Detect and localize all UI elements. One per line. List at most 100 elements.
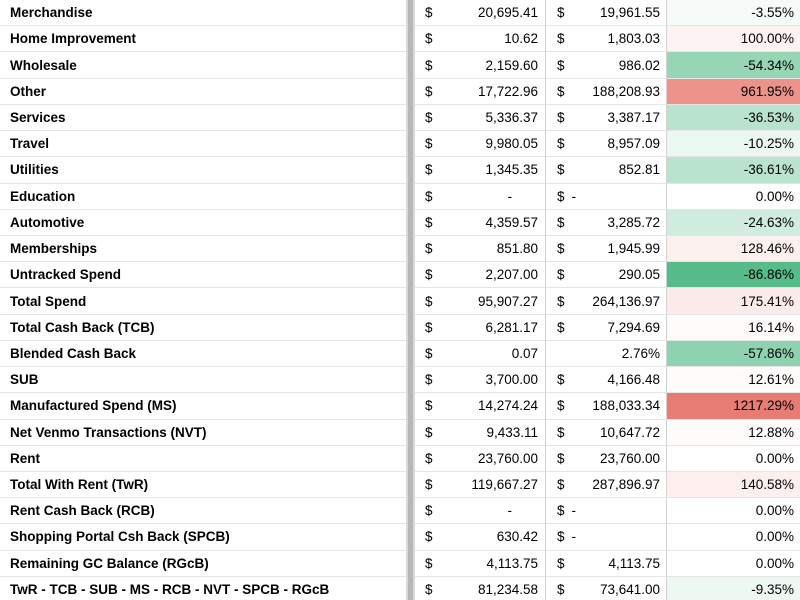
amount-cell-col1[interactable]: $ 3,700.00: [415, 367, 545, 394]
amount-cell-col1[interactable]: $ 95,907.27: [415, 288, 545, 315]
percent-change-cell[interactable]: -3.55%: [666, 0, 800, 27]
percent-change-cell[interactable]: -9.35%: [666, 576, 800, 600]
percent-change-cell[interactable]: 0.00%: [666, 498, 800, 525]
amount-cell-col1[interactable]: $ 4,113.75: [415, 551, 545, 577]
category-cell[interactable]: Manufactured Spend (MS): [0, 393, 406, 420]
amount-cell-col2[interactable]: $ 73,641.00: [545, 576, 666, 600]
amount-cell-col2[interactable]: $ -: [545, 183, 666, 210]
amount-cell-col1[interactable]: $ 0.07: [415, 341, 545, 368]
percent-change-cell[interactable]: -54.34%: [666, 52, 800, 79]
category-cell[interactable]: Utilities: [0, 157, 406, 184]
category-cell[interactable]: Travel: [0, 131, 406, 158]
amount-cell-col2[interactable]: $ 4,113.75: [545, 550, 666, 577]
amount-value: 95,907.27: [477, 293, 538, 309]
percent-change-cell[interactable]: -24.63%: [666, 209, 800, 236]
amount-cell-col1[interactable]: $ 2,159.60: [415, 52, 545, 79]
currency-symbol: $: [425, 450, 433, 466]
amount-cell-col2[interactable]: $ 290.05: [545, 262, 666, 289]
percent-change-cell[interactable]: -36.53%: [666, 104, 800, 132]
category-cell[interactable]: Other: [0, 79, 406, 105]
amount-cell-col1[interactable]: $ 14,274.24: [415, 393, 545, 420]
percent-change-cell[interactable]: 0.00%: [666, 524, 800, 551]
amount-cell-col2[interactable]: 2.76%: [545, 340, 666, 368]
amount-cell-col2[interactable]: $ 4,166.48: [545, 367, 666, 394]
percent-change-cell[interactable]: 100.00%: [666, 26, 800, 53]
amount-cell-col2[interactable]: $ 986.02: [545, 52, 666, 79]
amount-cell-col1[interactable]: $ 4,359.57: [415, 210, 545, 236]
category-cell[interactable]: Memberships: [0, 236, 406, 263]
percent-change-cell[interactable]: 1217.29%: [666, 393, 800, 420]
category-cell[interactable]: Remaining GC Balance (RGcB): [0, 551, 406, 577]
category-cell[interactable]: Rent Cash Back (RCB): [0, 498, 406, 525]
percent-change-cell[interactable]: 175.41%: [666, 288, 800, 315]
category-cell[interactable]: Wholesale: [0, 52, 406, 79]
amount-value: 188,033.34: [592, 398, 660, 414]
amount-cell-col1[interactable]: $ 23,760.00: [415, 446, 545, 472]
amount-cell-col2[interactable]: $ 7,294.69: [545, 314, 666, 341]
amount-cell-col1[interactable]: $ 1,345.35: [415, 157, 545, 184]
percent-change-cell[interactable]: -57.86%: [666, 340, 800, 368]
amount-value: 4,166.48: [607, 372, 660, 388]
category-cell[interactable]: TwR - TCB - SUB - MS - RCB - NVT - SPCB …: [0, 577, 406, 600]
amount-cell-col2[interactable]: $ -: [545, 524, 666, 551]
amount-cell-col1[interactable]: $ 630.42: [415, 524, 545, 551]
amount-cell-col2[interactable]: $ 264,136.97: [545, 288, 666, 315]
percent-change-cell[interactable]: 128.46%: [666, 235, 800, 263]
amount-cell-col1[interactable]: $ 5,336.37: [415, 105, 545, 132]
percent-value: -24.63%: [743, 214, 794, 230]
percent-change-cell[interactable]: 0.00%: [666, 445, 800, 472]
category-cell[interactable]: Education: [0, 184, 406, 210]
amount-value: 17,722.96: [477, 83, 538, 99]
percent-change-cell[interactable]: -10.25%: [666, 131, 800, 158]
amount-cell-col2[interactable]: $ -: [545, 498, 666, 525]
category-cell[interactable]: Services: [0, 105, 406, 132]
category-cell[interactable]: Rent: [0, 446, 406, 472]
amount-cell-col2[interactable]: $ 1,945.99: [545, 235, 666, 263]
amount-cell-col1[interactable]: $ 9,433.11: [415, 420, 545, 446]
percent-change-cell[interactable]: 16.14%: [666, 314, 800, 341]
category-cell[interactable]: SUB: [0, 367, 406, 394]
column-separator: [406, 131, 415, 158]
category-cell[interactable]: Untracked Spend: [0, 262, 406, 289]
category-cell[interactable]: Blended Cash Back: [0, 341, 406, 368]
amount-cell-col2[interactable]: $ 3,387.17: [545, 104, 666, 132]
percent-change-cell[interactable]: 140.58%: [666, 471, 800, 499]
amount-cell-col2[interactable]: $ 1,803.03: [545, 26, 666, 53]
category-cell[interactable]: Total With Rent (TwR): [0, 472, 406, 499]
category-cell[interactable]: Shopping Portal Csh Back (SPCB): [0, 524, 406, 551]
percent-change-cell[interactable]: 961.95%: [666, 78, 800, 105]
amount-cell-col2[interactable]: $ 10,647.72: [545, 419, 666, 446]
category-cell[interactable]: Net Venmo Transactions (NVT): [0, 420, 406, 446]
amount-cell-col1[interactable]: $ 17,722.96: [415, 79, 545, 105]
percent-change-cell[interactable]: 12.88%: [666, 419, 800, 446]
amount-cell-col1[interactable]: $ 6,281.17: [415, 315, 545, 341]
amount-cell-col2[interactable]: $ 23,760.00: [545, 445, 666, 472]
amount-cell-col1[interactable]: $ 10.62: [415, 26, 545, 53]
amount-cell-col2[interactable]: $ 188,208.93: [545, 78, 666, 105]
category-cell[interactable]: Merchandise: [0, 0, 406, 27]
amount-cell-col2[interactable]: $ 8,957.09: [545, 131, 666, 158]
percent-change-cell[interactable]: 0.00%: [666, 550, 800, 577]
amount-cell-col2[interactable]: $ 287,896.97: [545, 471, 666, 499]
category-cell[interactable]: Total Cash Back (TCB): [0, 315, 406, 341]
amount-cell-col1[interactable]: $ 2,207.00: [415, 262, 545, 289]
percent-change-cell[interactable]: -36.61%: [666, 157, 800, 184]
percent-change-cell[interactable]: -86.86%: [666, 262, 800, 289]
percent-change-cell[interactable]: 12.61%: [666, 367, 800, 394]
amount-cell-col2[interactable]: $ 19,961.55: [545, 0, 666, 27]
amount-cell-col1[interactable]: $ 119,667.27: [415, 472, 545, 499]
currency-symbol: $: [557, 424, 565, 440]
category-cell[interactable]: Total Spend: [0, 288, 406, 315]
amount-cell-col1[interactable]: $ 9,980.05: [415, 131, 545, 158]
amount-cell-col2[interactable]: $ 3,285.72: [545, 209, 666, 236]
amount-cell-col1[interactable]: $ 20,695.41: [415, 0, 545, 27]
amount-cell-col1[interactable]: $ -: [415, 498, 545, 525]
amount-cell-col1[interactable]: $ 81,234.58: [415, 577, 545, 600]
amount-cell-col2[interactable]: $ 188,033.34: [545, 393, 666, 420]
category-cell[interactable]: Automotive: [0, 210, 406, 236]
amount-cell-col1[interactable]: $ 851.80: [415, 236, 545, 263]
category-cell[interactable]: Home Improvement: [0, 26, 406, 53]
amount-cell-col1[interactable]: $ -: [415, 184, 545, 210]
percent-change-cell[interactable]: 0.00%: [666, 183, 800, 210]
amount-cell-col2[interactable]: $ 852.81: [545, 157, 666, 184]
